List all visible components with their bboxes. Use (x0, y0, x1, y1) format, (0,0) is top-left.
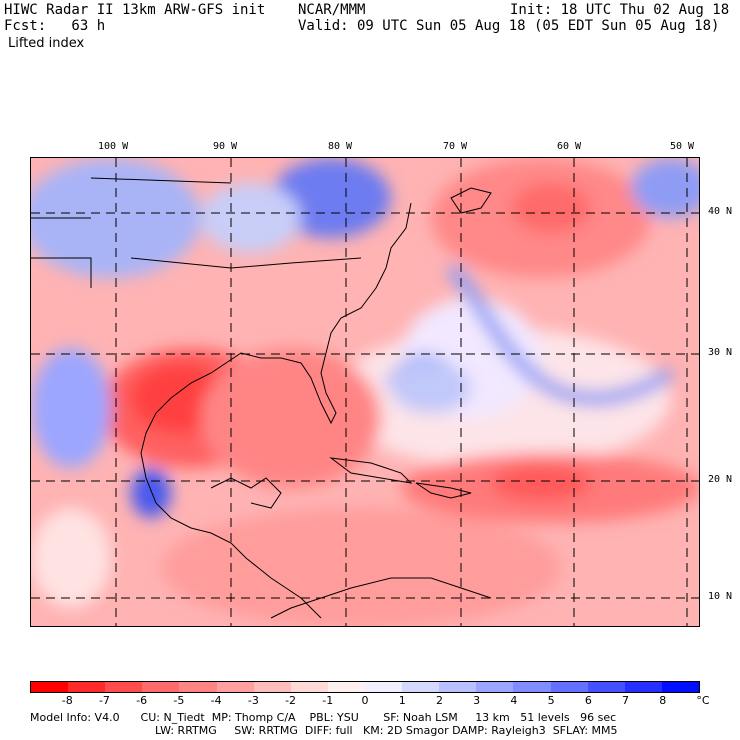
lon-label-80w: 80 W (328, 141, 353, 152)
colorbar-tick-label: -2 (285, 694, 297, 707)
lat-label-40n: 40 N (708, 206, 733, 217)
colorbar-tick-label: 3 (473, 694, 481, 707)
colorbar-tick-label: 8 (659, 694, 667, 707)
colorbar-tick-label: 1 (398, 694, 406, 707)
model-info-line1: Model Info: V4.0 CU: N_Tiedt MP: Thomp C… (30, 711, 617, 724)
lat-label-30n: 30 N (708, 347, 733, 358)
lon-label-50w: 50 W (670, 141, 695, 152)
colorbar-tick-label: -7 (98, 694, 110, 707)
lon-label-60w: 60 W (557, 141, 582, 152)
colorbar-tick-label: -5 (173, 694, 185, 707)
colorbar-swatch (364, 682, 403, 692)
colorbar-tick-label: -1 (322, 694, 334, 707)
colorbar-tick-label: 6 (584, 694, 592, 707)
colorbar-swatch (550, 682, 588, 692)
colorbar-swatch (327, 682, 365, 692)
field-name: Lifted index (8, 36, 85, 51)
colorbar-swatch (142, 682, 180, 692)
institution-label: NCAR/MMM (298, 2, 366, 18)
colorbar-swatch (476, 682, 514, 692)
lat-label-20n: 20 N (708, 474, 733, 485)
colorbar-tick-label: -6 (136, 694, 148, 707)
valid-time: Valid: 09 UTC Sun 05 Aug 18 (05 EDT Sun … (298, 18, 720, 34)
colorbar-tick-label: -8 (61, 694, 73, 707)
colorbar-unit: °C (696, 694, 710, 707)
colorbar-swatch (31, 682, 69, 692)
colorbar-swatch (105, 682, 143, 692)
colorbar-tick-label: -3 (247, 694, 259, 707)
colorbar-tick-label: 2 (435, 694, 443, 707)
model-title: HIWC Radar II 13km ARW-GFS init (4, 2, 266, 18)
colorbar-swatch (402, 682, 440, 692)
colorbar-tick-label: -4 (210, 694, 222, 707)
colorbar-swatch (290, 682, 328, 692)
lifted-index-map (30, 157, 700, 627)
colorbar-swatch (253, 682, 291, 692)
lon-label-90w: 90 W (213, 141, 238, 152)
colorbar-tick-label: 7 (622, 694, 630, 707)
colorbar-swatch (68, 682, 106, 692)
colorbar-swatch (439, 682, 477, 692)
colorbar-swatch (624, 682, 662, 692)
lat-label-10n: 10 N (708, 591, 733, 602)
colorbar-tick-label: 0 (361, 694, 369, 707)
lon-label-70w: 70 W (443, 141, 468, 152)
colorbar-swatch (216, 682, 254, 692)
forecast-hour: Fcst: 63 h (4, 18, 106, 34)
colorbar-tick-label: 4 (510, 694, 518, 707)
colorbar-tick-label: 5 (547, 694, 555, 707)
model-info-line2: LW: RRTMG SW: RRTMG DIFF: full KM: 2D Sm… (155, 724, 618, 737)
init-time: Init: 18 UTC Thu 02 Aug 18 (510, 2, 730, 18)
colorbar (30, 681, 700, 693)
colorbar-swatch (179, 682, 217, 692)
colorbar-swatch (587, 682, 625, 692)
colorbar-swatch (661, 682, 699, 692)
colorbar-swatch (513, 682, 551, 692)
lon-label-100w: 100 W (98, 141, 129, 152)
